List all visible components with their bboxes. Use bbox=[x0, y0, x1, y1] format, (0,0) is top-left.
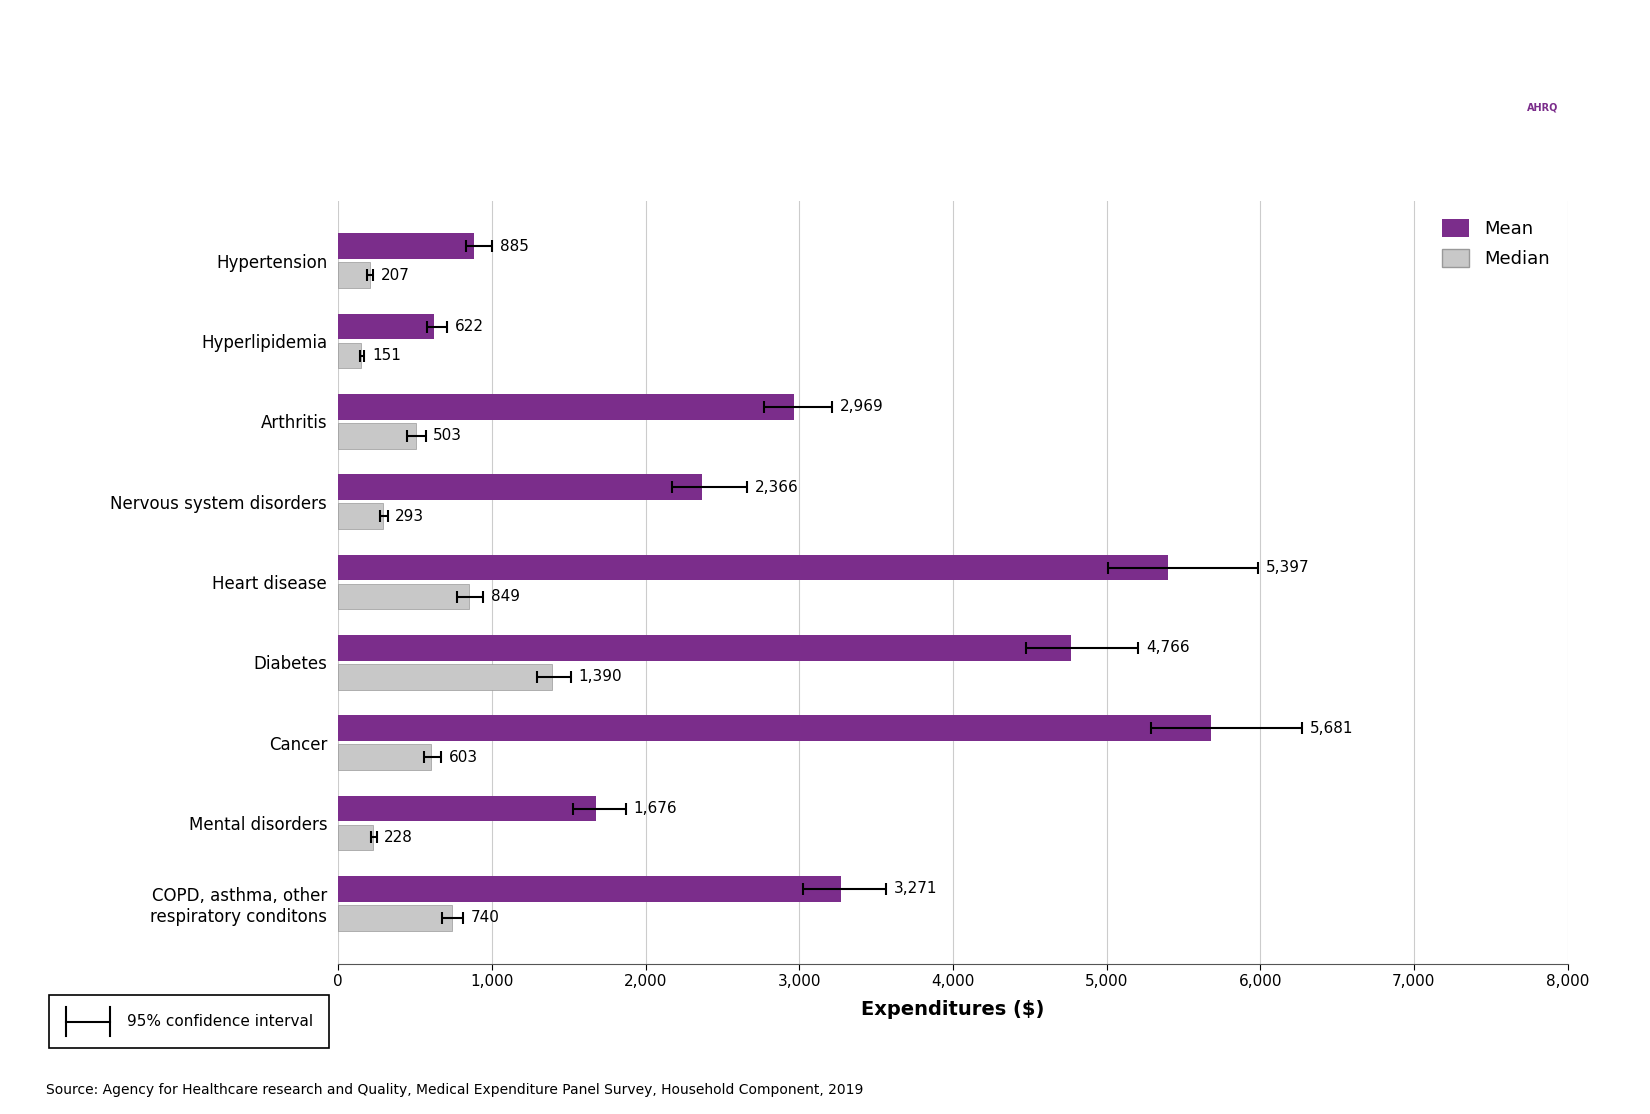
Bar bbox=[338, 905, 452, 930]
Text: 3,271: 3,271 bbox=[894, 881, 937, 897]
Text: 293: 293 bbox=[396, 509, 424, 524]
Text: 740: 740 bbox=[472, 910, 500, 926]
Text: 4,766: 4,766 bbox=[1145, 641, 1190, 655]
Text: 2,969: 2,969 bbox=[840, 400, 883, 414]
Text: 5,397: 5,397 bbox=[1266, 560, 1310, 575]
Bar bbox=[338, 876, 842, 901]
Text: 95% confidence interval: 95% confidence interval bbox=[127, 1014, 314, 1029]
Bar bbox=[338, 475, 701, 500]
Bar bbox=[338, 314, 434, 340]
Text: 603: 603 bbox=[449, 750, 478, 764]
Bar bbox=[338, 715, 1211, 741]
Text: AHRQ: AHRQ bbox=[1526, 102, 1559, 113]
Text: 2,366: 2,366 bbox=[754, 480, 799, 495]
Bar bbox=[338, 664, 551, 690]
Text: Source: Agency for Healthcare research and Quality, Medical Expenditure Panel Su: Source: Agency for Healthcare research a… bbox=[46, 1083, 863, 1097]
X-axis label: Expenditures ($): Expenditures ($) bbox=[861, 1000, 1044, 1019]
Text: 1,676: 1,676 bbox=[634, 801, 676, 817]
Bar bbox=[338, 824, 373, 850]
Text: treated conditions among older adults with expenses, 2019: treated conditions among older adults wi… bbox=[269, 120, 1249, 148]
FancyBboxPatch shape bbox=[50, 995, 330, 1048]
Text: 885: 885 bbox=[500, 238, 528, 254]
Text: 5,681: 5,681 bbox=[1310, 721, 1353, 735]
Bar bbox=[338, 555, 1168, 580]
Bar bbox=[338, 343, 361, 369]
Bar bbox=[338, 263, 370, 289]
Bar bbox=[338, 234, 474, 260]
Text: 151: 151 bbox=[371, 348, 401, 363]
Text: 503: 503 bbox=[434, 429, 462, 443]
Legend: Mean, Median: Mean, Median bbox=[1434, 209, 1559, 277]
Text: 228: 228 bbox=[384, 830, 412, 846]
Bar bbox=[338, 423, 416, 449]
Bar bbox=[338, 504, 383, 529]
Ellipse shape bbox=[1449, 17, 1637, 197]
Bar bbox=[338, 795, 596, 821]
Text: 1,390: 1,390 bbox=[579, 670, 622, 684]
Bar bbox=[338, 635, 1071, 661]
Bar bbox=[338, 394, 794, 420]
Text: Figure 2. Mean and median expenditures per person, for commonly: Figure 2. Mean and median expenditures p… bbox=[203, 51, 1315, 79]
Text: 622: 622 bbox=[454, 319, 483, 334]
Bar bbox=[338, 584, 469, 609]
Text: 849: 849 bbox=[492, 589, 520, 604]
Text: 207: 207 bbox=[381, 267, 409, 283]
Bar bbox=[338, 744, 431, 770]
